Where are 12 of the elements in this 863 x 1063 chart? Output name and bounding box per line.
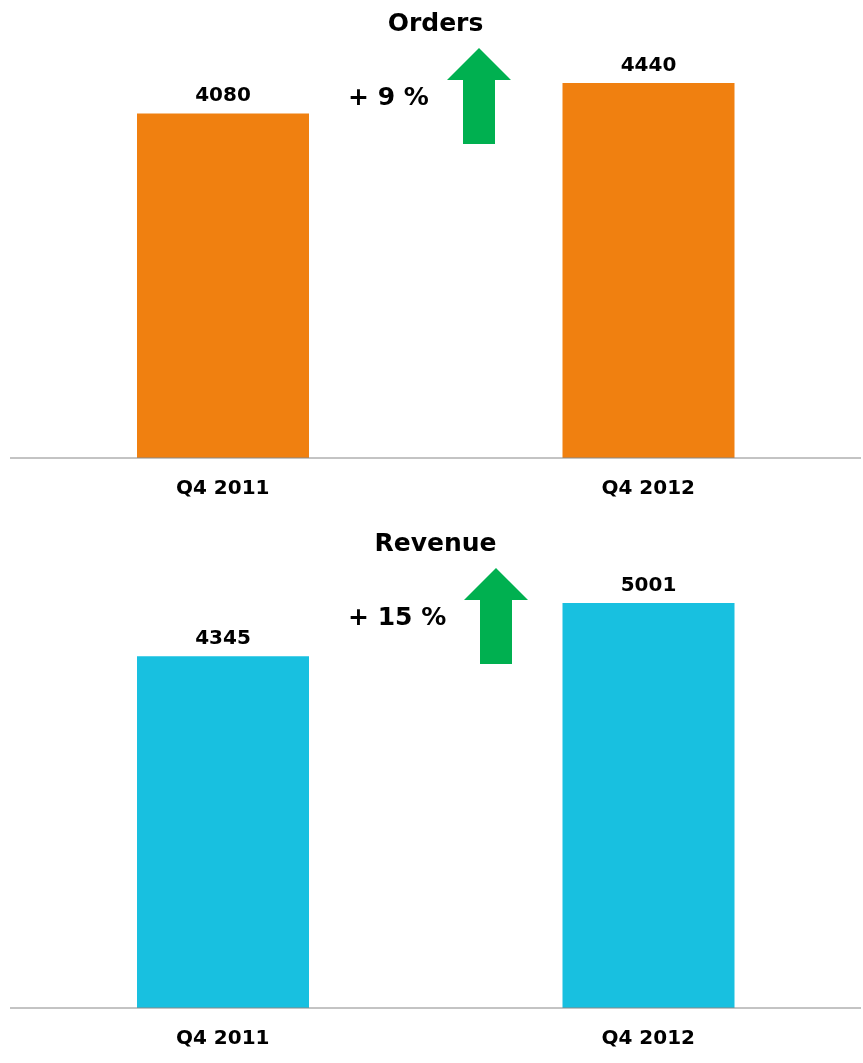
chart-title: Orders — [386, 8, 485, 38]
data-label: 4440 — [620, 52, 677, 76]
data-label: 4080 — [195, 82, 251, 107]
x-tick-label: Q4 2012 — [601, 1025, 696, 1050]
chart-title: Revenue — [373, 528, 498, 558]
x-tick-label: Q4 2011 — [175, 1025, 270, 1050]
annotation: + 9 % — [348, 81, 429, 111]
data-label: 4345 — [195, 625, 251, 650]
x-tick-label: Q4 2012 — [601, 475, 696, 500]
data-label: 5001 — [620, 572, 677, 596]
annotation: + 15 % — [348, 601, 447, 631]
x-tick-label: Q4 2011 — [175, 475, 270, 500]
